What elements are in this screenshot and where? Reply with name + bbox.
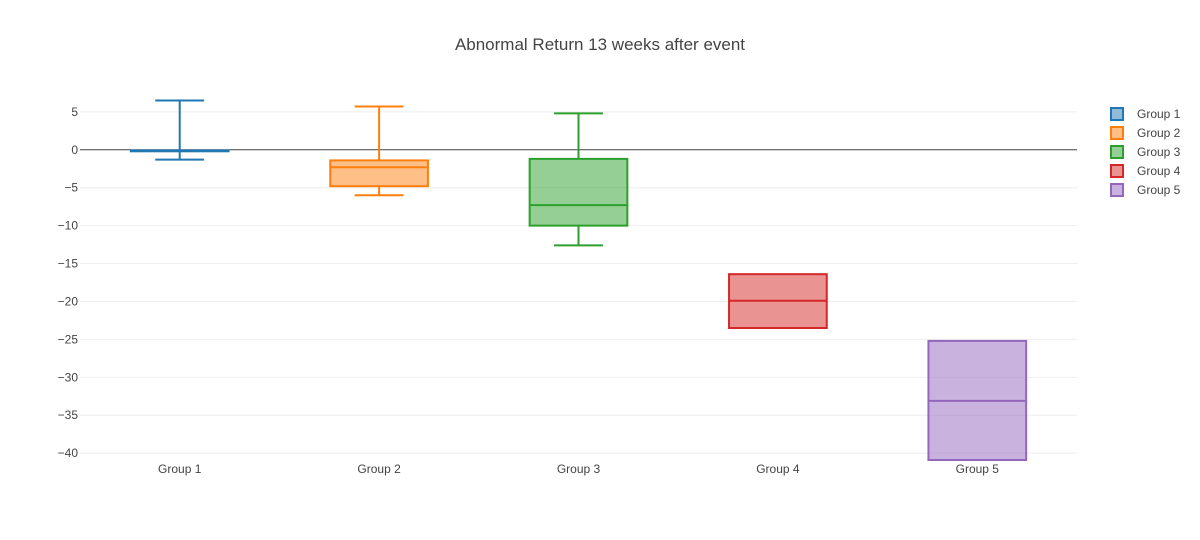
y-tick-label: −15 (58, 257, 79, 271)
legend-label: Group 4 (1137, 164, 1181, 178)
legend-item[interactable]: Group 3 (1110, 145, 1181, 159)
legend-label: Group 5 (1137, 183, 1181, 197)
y-tick-label: −10 (58, 219, 79, 233)
y-axis: 5 0 −5 −10 −15 −20 −25 −30 −35 −40 (58, 105, 79, 460)
box-4[interactable] (728, 273, 828, 330)
x-tick-label: Group 4 (756, 462, 800, 476)
y-tick-label: 5 (71, 105, 78, 119)
x-tick-label: Group 5 (956, 462, 1000, 476)
y-tick-label: −25 (58, 332, 79, 346)
y-tick-label: −30 (58, 370, 79, 384)
x-axis: Group 1 Group 2 Group 3 Group 4 Group 5 (158, 462, 999, 476)
plot-area (129, 99, 1028, 461)
legend-swatch (1110, 126, 1124, 140)
box-body (329, 159, 429, 188)
legend-swatch (1110, 183, 1124, 197)
legend-label: Group 1 (1137, 107, 1181, 121)
legend-item[interactable]: Group 5 (1110, 183, 1181, 197)
y-tick-label: −20 (58, 294, 79, 308)
grid (80, 111, 1077, 454)
legend-item[interactable]: Group 4 (1110, 164, 1181, 178)
y-tick-label: −40 (58, 446, 79, 460)
legend-label: Group 3 (1137, 145, 1181, 159)
chart-title: Abnormal Return 13 weeks after event (455, 35, 745, 54)
box-body (528, 157, 629, 227)
x-tick-label: Group 2 (357, 462, 401, 476)
box-2[interactable] (329, 105, 429, 197)
x-tick-label: Group 3 (557, 462, 601, 476)
legend[interactable]: Group 1 Group 2 Group 3 Group 4 Group 5 (1110, 107, 1181, 197)
legend-swatch (1110, 164, 1124, 178)
legend-item[interactable]: Group 2 (1110, 126, 1181, 140)
x-tick-label: Group 1 (158, 462, 202, 476)
legend-swatch (1110, 107, 1124, 121)
box-1[interactable] (129, 99, 230, 161)
y-tick-label: −35 (58, 408, 79, 422)
y-tick-label: −5 (64, 181, 78, 195)
y-tick-label: 0 (71, 143, 78, 157)
legend-item[interactable]: Group 1 (1110, 107, 1181, 121)
box-5[interactable] (927, 339, 1028, 461)
legend-swatch (1110, 145, 1124, 159)
legend-label: Group 2 (1137, 126, 1181, 140)
box-3[interactable] (528, 112, 629, 247)
